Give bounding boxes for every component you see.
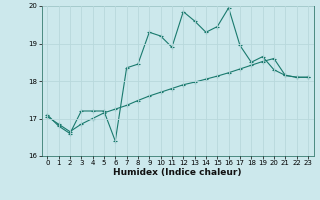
X-axis label: Humidex (Indice chaleur): Humidex (Indice chaleur) xyxy=(113,168,242,177)
